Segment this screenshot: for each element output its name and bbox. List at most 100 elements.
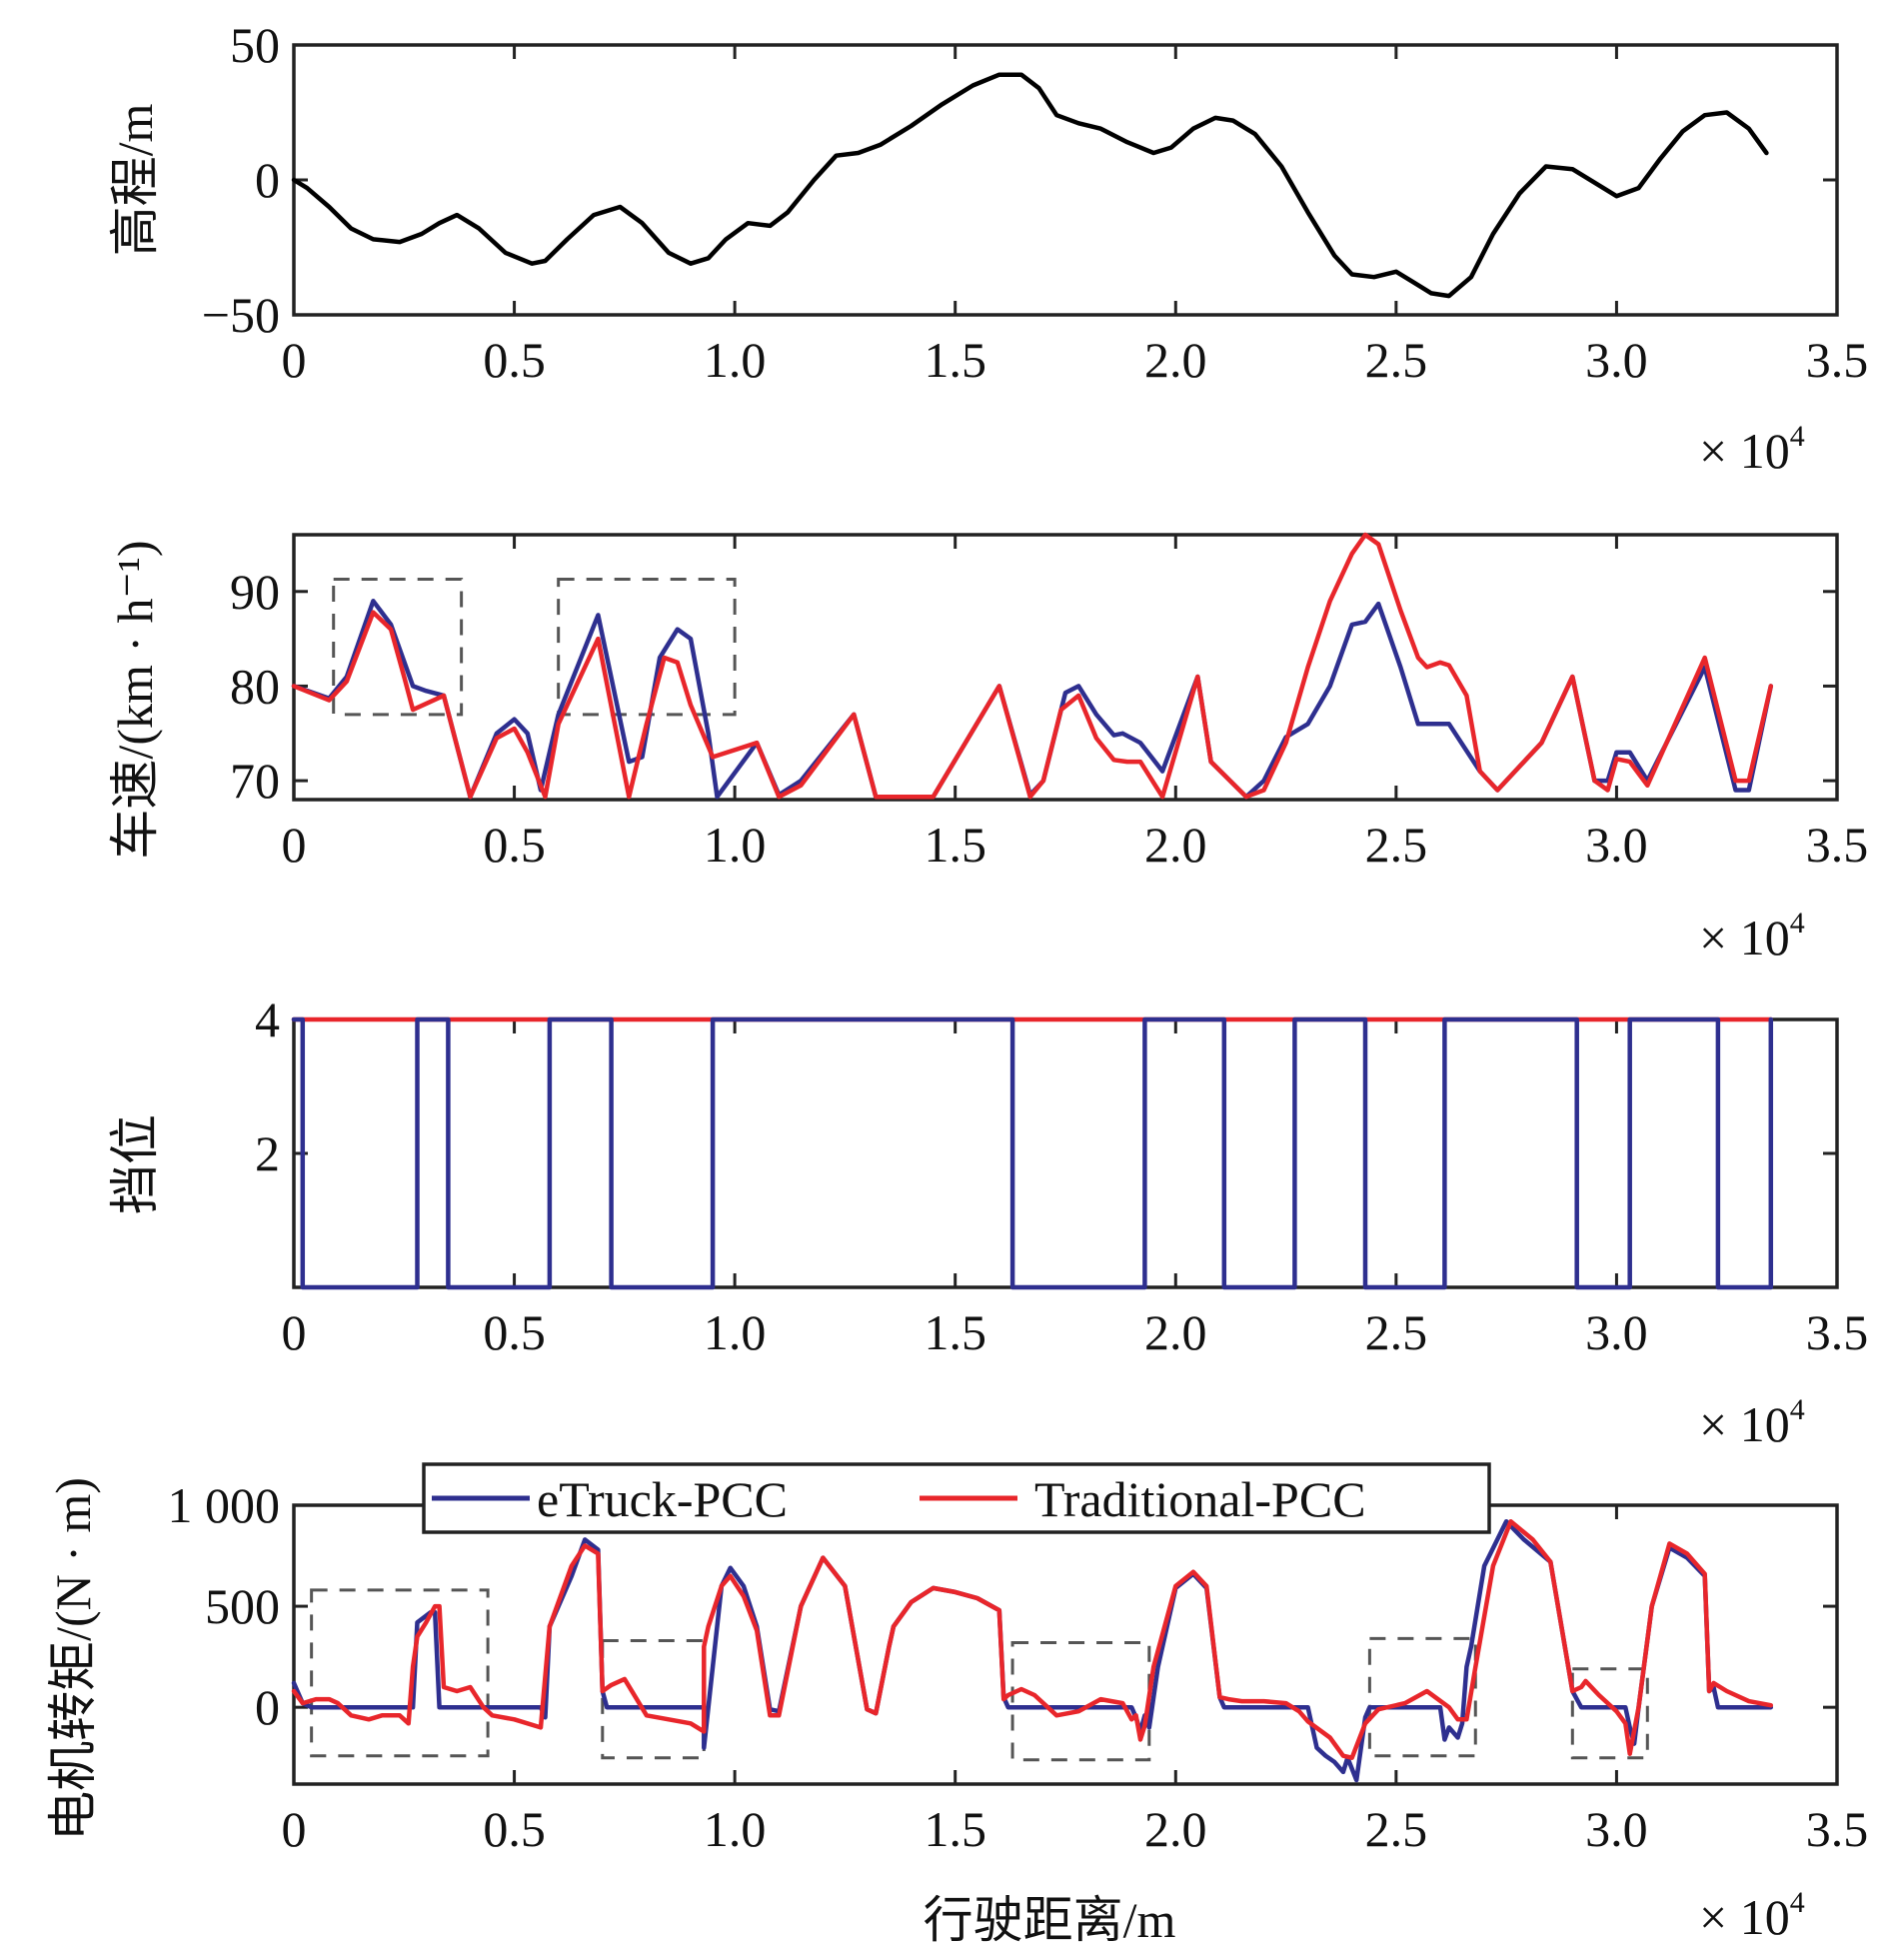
y-tick-label: 0 bbox=[255, 1679, 280, 1735]
series-line-etruck-pcc bbox=[291, 1518, 1774, 1783]
x-tick-label: 1.5 bbox=[924, 332, 986, 388]
zoom-box bbox=[1010, 1640, 1151, 1762]
y-tick-labels: 1 000 500 0 bbox=[168, 1477, 281, 1735]
x-multiplier: × 104 bbox=[1699, 1886, 1805, 1945]
y-tick-label: 500 bbox=[205, 1578, 280, 1634]
x-tick-label: 2.5 bbox=[1365, 1801, 1428, 1857]
plot-frame bbox=[292, 1503, 1839, 1786]
x-tick-labels: 0 0.5 1.0 1.5 2.0 2.5 3.0 3.5 bbox=[282, 332, 1869, 388]
series-line-etruck-pcc bbox=[291, 599, 1774, 800]
x-tick-label: 3.5 bbox=[1806, 332, 1869, 388]
zoom-box bbox=[1570, 1667, 1649, 1760]
x-multiplier: × 104 bbox=[1699, 1393, 1805, 1452]
x-tick-label: 1.0 bbox=[704, 1304, 767, 1360]
x-multiplier: × 104 bbox=[1699, 420, 1805, 479]
x-tick-label: 3.0 bbox=[1585, 1304, 1648, 1360]
x-tick-label: 3.0 bbox=[1585, 1801, 1648, 1857]
x-multiplier-exponent: 4 bbox=[1790, 420, 1805, 453]
zoom-box bbox=[557, 577, 737, 717]
zoom-box bbox=[310, 1588, 490, 1758]
y-tick-label: 0 bbox=[255, 152, 280, 208]
tick-marks bbox=[294, 1017, 1837, 1287]
x-multiplier-base: × 10 bbox=[1699, 910, 1790, 966]
x-tick-label: 2.5 bbox=[1365, 817, 1428, 873]
x-tick-label: 1.0 bbox=[704, 332, 767, 388]
y-tick-label: 90 bbox=[230, 564, 280, 620]
x-axis-title: 行驶距离/m bbox=[924, 1892, 1176, 1948]
x-multiplier-exponent: 4 bbox=[1790, 907, 1805, 940]
x-tick-label: 1.0 bbox=[704, 817, 767, 873]
plot-frame bbox=[292, 533, 1839, 802]
series-line-traditional-pcc bbox=[291, 532, 1774, 800]
x-tick-label: 3.0 bbox=[1585, 332, 1648, 388]
y-tick-labels: 50 0 −50 bbox=[202, 17, 280, 343]
x-tick-label: 2.5 bbox=[1365, 1304, 1428, 1360]
x-tick-labels: 0 0.5 1.0 1.5 2.0 2.5 3.0 3.5 bbox=[282, 1801, 1869, 1857]
series-line-elevation bbox=[291, 72, 1769, 299]
panel-motor-torque: 0 0.5 1.0 1.5 2.0 2.5 3.0 3.5 1 000 500 0 电机转矩/(N… bbox=[45, 1462, 1869, 1948]
y-tick-labels: 42 bbox=[255, 991, 280, 1181]
x-tick-label: 2.5 bbox=[1365, 332, 1428, 388]
x-tick-label: 2.0 bbox=[1144, 332, 1207, 388]
series-lines bbox=[291, 1518, 1774, 1783]
y-tick-label: 70 bbox=[230, 753, 280, 809]
x-tick-labels: 0 0.5 1.0 1.5 2.0 2.5 3.0 3.5 bbox=[282, 1304, 1869, 1360]
x-tick-label: 0.5 bbox=[483, 1304, 546, 1360]
series-lines bbox=[291, 1016, 1774, 1290]
y-axis-title: 高程/m bbox=[107, 104, 163, 257]
x-multiplier-base: × 10 bbox=[1699, 423, 1790, 479]
zoom-box bbox=[601, 1638, 706, 1760]
series-lines bbox=[291, 72, 1769, 299]
x-tick-label: 0 bbox=[282, 1304, 307, 1360]
y-tick-label: 50 bbox=[230, 17, 280, 73]
panel-gear: 0 0.5 1.0 1.5 2.0 2.5 3.0 3.5 42 挡位 × 104 bbox=[107, 991, 1868, 1452]
x-tick-label: 2.0 bbox=[1144, 1304, 1207, 1360]
x-tick-label: 0.5 bbox=[483, 817, 546, 873]
panel-speed: 0 0.5 1.0 1.5 2.0 2.5 3.0 3.5 90 80 70 车速/(km · h… bbox=[107, 532, 1869, 966]
y-axis-title: 挡位 bbox=[107, 1114, 163, 1214]
zoom-box bbox=[332, 577, 464, 717]
legend: eTruck-PCC Traditional-PCC bbox=[422, 1462, 1491, 1534]
plot-frame bbox=[292, 1017, 1839, 1289]
legend-label-etruck: eTruck-PCC bbox=[537, 1471, 788, 1527]
x-tick-label: 0 bbox=[282, 1801, 307, 1857]
zoom-boxes bbox=[332, 577, 737, 717]
x-tick-label: 1.5 bbox=[924, 817, 986, 873]
y-tick-label: 2 bbox=[255, 1125, 280, 1181]
series-line-etruck-pcc bbox=[291, 1016, 1774, 1290]
x-tick-label: 3.5 bbox=[1806, 817, 1869, 873]
panel-elevation: 0 0.5 1.0 1.5 2.0 2.5 3.0 3.5 500−50 高程/m × 104 bbox=[107, 17, 1868, 479]
x-multiplier-base: × 10 bbox=[1699, 1396, 1790, 1452]
x-multiplier-exponent: 4 bbox=[1790, 1393, 1805, 1426]
x-tick-label: 1.0 bbox=[704, 1801, 767, 1857]
x-tick-label: 2.0 bbox=[1144, 817, 1207, 873]
y-axis-title: 车速/(km · h⁻¹) bbox=[107, 540, 163, 859]
plot-frame bbox=[292, 43, 1839, 317]
x-tick-label: 3.0 bbox=[1585, 817, 1648, 873]
y-tick-labels: 90 80 70 bbox=[230, 564, 280, 809]
x-tick-label: 0.5 bbox=[483, 332, 546, 388]
series-line-traditional-pcc bbox=[291, 1518, 1774, 1760]
x-tick-label: 1.5 bbox=[924, 1304, 986, 1360]
y-tick-label: 1 000 bbox=[168, 1477, 281, 1533]
x-tick-labels: 0 0.5 1.0 1.5 2.0 2.5 3.0 3.5 bbox=[282, 817, 1869, 873]
y-tick-label: 4 bbox=[255, 991, 280, 1047]
legend-label-traditional: Traditional-PCC bbox=[1034, 1471, 1366, 1527]
x-tick-label: 0 bbox=[282, 817, 307, 873]
y-tick-label: 80 bbox=[230, 658, 280, 714]
tick-marks bbox=[294, 1503, 1837, 1784]
x-tick-label: 3.5 bbox=[1806, 1304, 1869, 1360]
series-lines bbox=[291, 532, 1774, 800]
x-multiplier-base: × 10 bbox=[1699, 1889, 1790, 1945]
x-tick-label: 0.5 bbox=[483, 1801, 546, 1857]
x-tick-label: 3.5 bbox=[1806, 1801, 1869, 1857]
x-tick-label: 0 bbox=[282, 332, 307, 388]
y-axis-title: 电机转矩/(N · m) bbox=[45, 1477, 101, 1841]
x-multiplier-exponent: 4 bbox=[1790, 1886, 1805, 1919]
x-tick-label: 1.5 bbox=[924, 1801, 986, 1857]
tick-marks bbox=[294, 535, 1837, 800]
y-tick-label: −50 bbox=[202, 287, 280, 343]
tick-marks bbox=[294, 43, 1837, 317]
x-tick-label: 2.0 bbox=[1144, 1801, 1207, 1857]
